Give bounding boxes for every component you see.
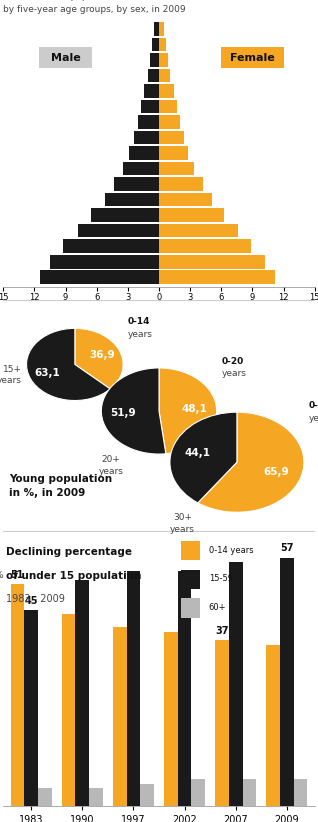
Bar (280, 558, 294, 806)
Bar (178, 570, 191, 806)
Text: Male: Male (51, 53, 80, 62)
Text: 0-20: 0-20 (221, 357, 244, 366)
Bar (138, 115, 159, 129)
Bar (123, 162, 159, 175)
Bar (159, 162, 194, 175)
Text: years: years (221, 369, 246, 378)
Text: 45: 45 (24, 596, 38, 606)
Bar (127, 570, 140, 806)
Text: Female: Female (230, 53, 275, 62)
Text: 65,9: 65,9 (264, 467, 289, 477)
Wedge shape (198, 412, 304, 512)
Text: 57: 57 (280, 543, 294, 553)
Text: 44,1: 44,1 (184, 448, 211, 458)
Text: Distribution of population in %,
by five-year age groups, by sex, in 2009: Distribution of population in %, by five… (3, 0, 186, 14)
Bar (159, 99, 177, 113)
Bar (62, 614, 75, 806)
Bar (144, 84, 159, 98)
Wedge shape (101, 368, 166, 454)
Text: Young population
in %, in 2009: Young population in %, in 2009 (10, 473, 113, 498)
Bar (24, 610, 38, 806)
Bar (134, 131, 159, 145)
Bar (243, 779, 256, 806)
Text: 36,9: 36,9 (89, 350, 115, 361)
Bar (164, 632, 178, 806)
Bar (159, 208, 225, 222)
Wedge shape (170, 412, 237, 503)
Text: 37: 37 (215, 626, 229, 636)
Bar (229, 562, 243, 806)
Bar (159, 131, 184, 145)
Wedge shape (75, 328, 123, 389)
Text: 0-30: 0-30 (308, 401, 318, 410)
Bar (294, 779, 308, 806)
Text: 0-14 years: 0-14 years (209, 546, 253, 555)
Text: years: years (308, 413, 318, 423)
Text: 1983 - 2009: 1983 - 2009 (6, 594, 65, 604)
Bar (159, 255, 265, 269)
Bar (159, 22, 164, 35)
Text: %: % (0, 570, 3, 580)
Bar (152, 38, 159, 51)
Wedge shape (27, 328, 110, 400)
Text: 63,1: 63,1 (35, 368, 60, 378)
Bar (63, 239, 159, 253)
FancyBboxPatch shape (39, 47, 92, 68)
Bar (10, 584, 24, 806)
Text: of under 15 population: of under 15 population (6, 570, 142, 581)
Bar (140, 784, 154, 806)
Wedge shape (159, 368, 217, 454)
Bar (215, 640, 229, 806)
Bar (154, 22, 159, 35)
Bar (159, 193, 212, 206)
Bar (159, 178, 203, 191)
Bar (50, 255, 159, 269)
Text: 30+: 30+ (173, 514, 192, 523)
Bar (181, 598, 199, 618)
Bar (148, 68, 159, 82)
FancyBboxPatch shape (221, 47, 284, 68)
Bar (89, 788, 103, 806)
Bar (39, 270, 159, 284)
Bar (159, 224, 238, 238)
Text: 20+: 20+ (101, 455, 120, 464)
Bar (181, 541, 199, 561)
Bar (75, 580, 89, 806)
Bar (181, 570, 199, 589)
Text: years: years (170, 525, 195, 534)
Bar (191, 779, 205, 806)
Text: 51,9: 51,9 (111, 408, 136, 418)
Text: 60+: 60+ (209, 603, 226, 612)
Bar (150, 53, 159, 67)
Text: 0-14: 0-14 (128, 317, 150, 326)
Bar (92, 208, 159, 222)
Bar (141, 99, 159, 113)
Bar (159, 115, 180, 129)
Text: years: years (0, 376, 22, 386)
Bar (159, 38, 166, 51)
Bar (105, 193, 159, 206)
Bar (159, 270, 275, 284)
Bar (159, 53, 168, 67)
Bar (159, 84, 174, 98)
Text: 15+: 15+ (3, 365, 22, 373)
Text: 48,1: 48,1 (182, 404, 208, 414)
Bar (78, 224, 159, 238)
Bar (159, 239, 252, 253)
Text: 51: 51 (11, 570, 24, 580)
Bar (159, 146, 188, 159)
Text: Declining percentage: Declining percentage (6, 547, 132, 557)
Text: 15-59: 15-59 (209, 575, 233, 583)
Bar (113, 627, 127, 806)
Bar (38, 788, 52, 806)
Bar (129, 146, 159, 159)
Text: years: years (128, 330, 153, 339)
Bar (114, 178, 159, 191)
Bar (159, 68, 170, 82)
Bar (266, 644, 280, 806)
Text: years: years (98, 467, 123, 476)
